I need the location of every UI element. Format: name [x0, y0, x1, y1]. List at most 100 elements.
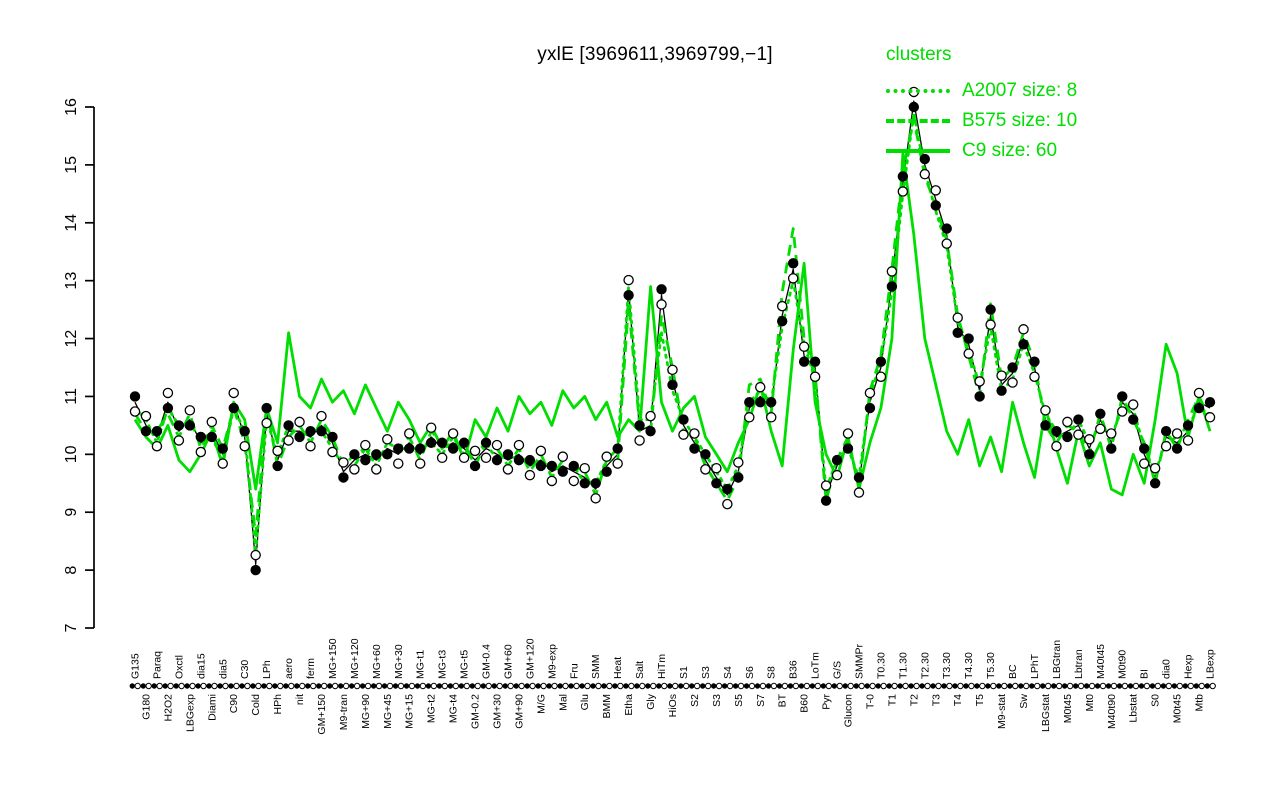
svg-text:MG-t5: MG-t5	[459, 650, 471, 679]
svg-text:BT: BT	[777, 693, 789, 707]
svg-text:BI: BI	[1139, 669, 1151, 679]
svg-text:Cold: Cold	[250, 694, 262, 716]
svg-text:T5: T5	[974, 694, 986, 706]
svg-text:S7: S7	[755, 694, 767, 707]
svg-text:Diami: Diami	[206, 694, 218, 721]
svg-text:S4: S4	[722, 666, 734, 679]
legend-entry: B575 size: 10	[886, 106, 1077, 136]
svg-text:M9-exp: M9-exp	[546, 644, 558, 679]
svg-text:Gly: Gly	[645, 693, 657, 710]
svg-text:Oxctl: Oxctl	[173, 655, 185, 679]
svg-text:Glucon: Glucon	[843, 694, 855, 727]
svg-text:Mt0: Mt0	[1084, 694, 1096, 712]
svg-text:GM+90: GM+90	[513, 694, 525, 729]
svg-text:MG+45: MG+45	[382, 694, 394, 729]
svg-text:S2: S2	[689, 694, 701, 707]
svg-text:GM-0.4: GM-0.4	[481, 644, 493, 679]
svg-text:GM+60: GM+60	[502, 644, 514, 679]
svg-text:MG+60: MG+60	[371, 644, 383, 679]
svg-text:Lbtran: Lbtran	[1073, 649, 1085, 679]
svg-text:aero: aero	[283, 658, 295, 679]
svg-text:S1: S1	[678, 666, 690, 679]
svg-text:Hexp: Hexp	[1183, 654, 1195, 679]
svg-text:LPh: LPh	[261, 660, 273, 679]
svg-text:Pyr: Pyr	[821, 693, 833, 709]
svg-text:MG-t2: MG-t2	[426, 694, 438, 723]
svg-text:Glu: Glu	[579, 694, 591, 711]
svg-text:ferm: ferm	[305, 658, 317, 679]
svg-text:Sw: Sw	[1018, 694, 1030, 709]
svg-text:MG+90: MG+90	[360, 694, 372, 729]
svg-text:15: 15	[63, 156, 80, 174]
legend-entry-label: A2007 size: 8	[962, 80, 1078, 101]
svg-text:MG-t3: MG-t3	[437, 650, 449, 679]
svg-text:C90: C90	[228, 694, 240, 713]
svg-text:BC: BC	[1007, 664, 1019, 679]
svg-text:GM+30: GM+30	[491, 694, 503, 729]
svg-text:S6: S6	[744, 666, 756, 679]
svg-text:GM+150: GM+150	[316, 694, 328, 735]
svg-text:Paraq: Paraq	[151, 651, 163, 679]
svg-text:M40t90: M40t90	[1106, 694, 1118, 729]
svg-text:Mal: Mal	[557, 694, 569, 711]
legend: clusters A2007 size: 8 B575 size: 10 C9 …	[886, 44, 1077, 166]
svg-text:T2.30: T2.30	[919, 652, 931, 679]
svg-text:T3: T3	[930, 694, 942, 706]
svg-text:LBGtran: LBGtran	[1051, 640, 1063, 679]
svg-text:T4.30: T4.30	[963, 652, 975, 679]
svg-text:HPh: HPh	[272, 694, 284, 715]
svg-text:MG+120: MG+120	[349, 638, 361, 679]
svg-text:LBGexp: LBGexp	[184, 694, 196, 732]
svg-text:7: 7	[63, 623, 80, 632]
svg-text:T3.30: T3.30	[941, 652, 953, 679]
svg-text:9: 9	[63, 508, 80, 517]
svg-text:Heat: Heat	[612, 657, 624, 679]
svg-text:10: 10	[63, 445, 80, 463]
svg-text:dia5: dia5	[217, 659, 229, 679]
svg-text:S3: S3	[711, 694, 723, 707]
dashed-line-sample-icon	[886, 119, 950, 123]
svg-text:M0t45: M0t45	[1062, 694, 1074, 723]
svg-text:Lbstat: Lbstat	[1128, 694, 1140, 723]
svg-text:13: 13	[63, 272, 80, 290]
dotted-line-sample-icon	[886, 89, 950, 93]
chart-title: yxlE [3969611,3969799,−1]	[537, 44, 773, 65]
svg-text:Etha: Etha	[623, 694, 635, 716]
svg-text:HiTm: HiTm	[656, 654, 668, 679]
legend-entry-label: C9 size: 60	[962, 140, 1058, 161]
legend-entry-label: B575 size: 10	[962, 110, 1078, 131]
svg-text:LBexp: LBexp	[1205, 649, 1217, 679]
svg-text:8: 8	[63, 566, 80, 575]
svg-text:MG+30: MG+30	[393, 644, 405, 679]
svg-text:H2O2: H2O2	[162, 694, 174, 722]
svg-text:S3: S3	[700, 666, 712, 679]
svg-text:nit: nit	[294, 694, 306, 705]
svg-text:M0t45: M0t45	[1172, 694, 1184, 723]
legend-heading: clusters	[886, 44, 952, 65]
svg-text:BMM: BMM	[601, 694, 613, 719]
svg-text:T-0: T-0	[864, 694, 876, 709]
svg-text:T2: T2	[908, 694, 920, 706]
svg-text:LPhT: LPhT	[1029, 653, 1041, 679]
svg-text:dia0: dia0	[1161, 659, 1173, 679]
legend-entry: C9 size: 60	[886, 136, 1077, 166]
svg-text:Fru: Fru	[568, 663, 580, 679]
svg-text:T1.30: T1.30	[897, 652, 909, 679]
svg-text:MG-t4: MG-t4	[448, 694, 460, 723]
svg-text:M/G: M/G	[535, 694, 547, 714]
svg-text:HiOs: HiOs	[667, 694, 679, 717]
svg-text:LBGstat: LBGstat	[1040, 694, 1052, 732]
svg-text:T1: T1	[886, 694, 898, 706]
svg-text:T5.30: T5.30	[985, 652, 997, 679]
svg-text:S5: S5	[733, 694, 745, 707]
svg-text:M0t90: M0t90	[1117, 650, 1129, 679]
svg-text:T0.30: T0.30	[875, 652, 887, 679]
svg-text:Salt: Salt	[634, 661, 646, 679]
svg-text:SMM: SMM	[590, 655, 602, 680]
svg-text:G135: G135	[130, 653, 142, 679]
svg-text:12: 12	[63, 330, 80, 348]
svg-text:MG+15: MG+15	[404, 694, 416, 729]
svg-text:14: 14	[63, 214, 80, 232]
